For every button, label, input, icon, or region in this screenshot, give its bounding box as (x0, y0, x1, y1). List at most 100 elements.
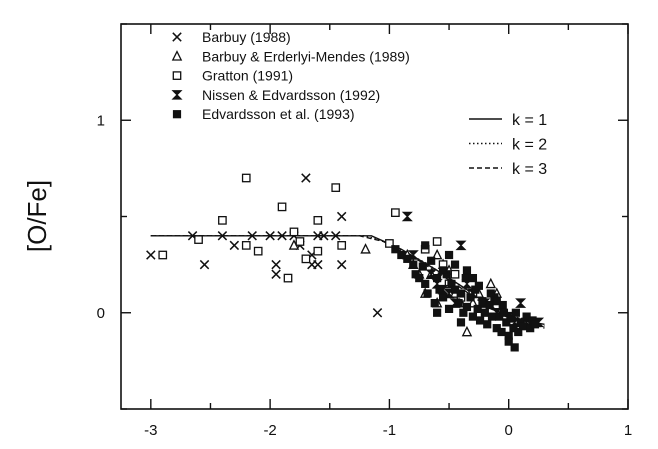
data-point (415, 273, 424, 283)
legend-label: Nissen & Edvardsson (1992) (202, 87, 380, 103)
line-legend-item: k = 2 (469, 137, 547, 154)
legend-label: Barbuy & Erderlyi-Mendes (1989) (202, 48, 410, 64)
data-point (450, 260, 460, 269)
line-legend-label: k = 3 (512, 161, 547, 178)
data-point (515, 298, 527, 308)
data-point (247, 231, 257, 241)
data-point (510, 343, 519, 352)
data-point (485, 277, 497, 289)
data-point (466, 293, 475, 302)
data-point (360, 243, 371, 254)
data-point (336, 211, 347, 222)
data-point (301, 254, 311, 264)
data-point (450, 269, 460, 279)
data-point (427, 256, 436, 265)
data-point (483, 320, 492, 329)
legend-label: Gratton (1991) (202, 68, 293, 84)
y-tick-label: 1 (97, 112, 105, 129)
data-markers (146, 173, 545, 352)
data-point (462, 302, 472, 312)
data-point (218, 215, 227, 225)
data-point (485, 300, 494, 310)
legend-label: Barbuy (1988) (202, 29, 291, 45)
legend-item: Barbuy (1988) (172, 29, 291, 45)
legend-marker (172, 71, 182, 80)
data-point (277, 202, 287, 212)
data-point (474, 281, 483, 290)
data-point (421, 279, 430, 288)
legend-marker (171, 90, 183, 100)
data-point (461, 325, 473, 337)
series-filled-square (391, 241, 540, 352)
data-point (313, 246, 323, 256)
data-point (514, 327, 523, 337)
data-point (473, 304, 482, 314)
data-point (435, 285, 444, 294)
x-tick-label: 1 (624, 422, 632, 439)
data-point (403, 254, 412, 263)
data-point (271, 269, 281, 279)
data-point (504, 337, 513, 346)
data-point (146, 250, 156, 260)
data-point (433, 273, 442, 283)
data-point (330, 231, 341, 241)
data-point (241, 241, 251, 250)
data-point (253, 246, 263, 256)
data-point (423, 289, 432, 298)
data-point (277, 231, 287, 241)
series-x (146, 173, 383, 318)
x-tick-label: -2 (263, 422, 276, 439)
y-tick-label: 0 (97, 305, 105, 322)
data-point (283, 273, 293, 283)
x-tick-label: -1 (383, 422, 396, 439)
data-point (475, 316, 485, 325)
x-tick-label: -3 (144, 422, 157, 439)
data-point (313, 215, 323, 225)
data-point (385, 239, 394, 248)
data-point (444, 304, 454, 314)
data-point (331, 183, 341, 192)
y-axis-label: [O/Fe] (22, 180, 52, 252)
data-point (421, 241, 430, 250)
data-point (461, 273, 470, 283)
legend-item: Barbuy & Erderlyi-Mendes (1989) (171, 48, 410, 64)
data-point (499, 308, 509, 317)
data-point (391, 208, 400, 217)
data-point (486, 289, 495, 298)
data-point (432, 237, 442, 246)
tick-labels: -3 -2 -1 0 1 0 1 (97, 112, 633, 439)
legend-item: Nissen & Edvardsson (1992) (171, 87, 380, 103)
data-point (265, 231, 275, 241)
data-point (433, 308, 442, 317)
legend-marker (171, 50, 183, 61)
legend-item: Edvardsson et al. (1993) (172, 106, 355, 122)
data-point (199, 259, 210, 270)
plot-frame (120, 23, 629, 410)
data-point (337, 241, 347, 250)
legend-marker (172, 32, 182, 42)
line-legend-label: k = 1 (512, 112, 547, 129)
data-point (438, 266, 448, 275)
data-point (409, 260, 418, 269)
line-legend-item: k = 3 (469, 161, 547, 178)
data-point (401, 211, 413, 222)
line-legend-item: k = 1 (469, 112, 547, 129)
data-point (438, 293, 448, 302)
data-point (511, 308, 520, 317)
line-legend-label: k = 2 (512, 137, 547, 154)
data-point (313, 231, 323, 241)
data-point (455, 240, 467, 251)
legend-marker (172, 110, 182, 119)
x-tick-label: 0 (505, 422, 513, 439)
data-point (418, 262, 427, 271)
data-point (391, 245, 400, 254)
data-point (468, 312, 478, 321)
line-legend: k = 1 k = 2 k = 3 (469, 112, 547, 178)
data-point (372, 308, 383, 318)
data-point (468, 273, 478, 283)
data-point (194, 235, 203, 244)
data-point (295, 237, 305, 246)
data-point (301, 173, 311, 183)
data-point (487, 312, 497, 321)
data-point (456, 318, 466, 327)
